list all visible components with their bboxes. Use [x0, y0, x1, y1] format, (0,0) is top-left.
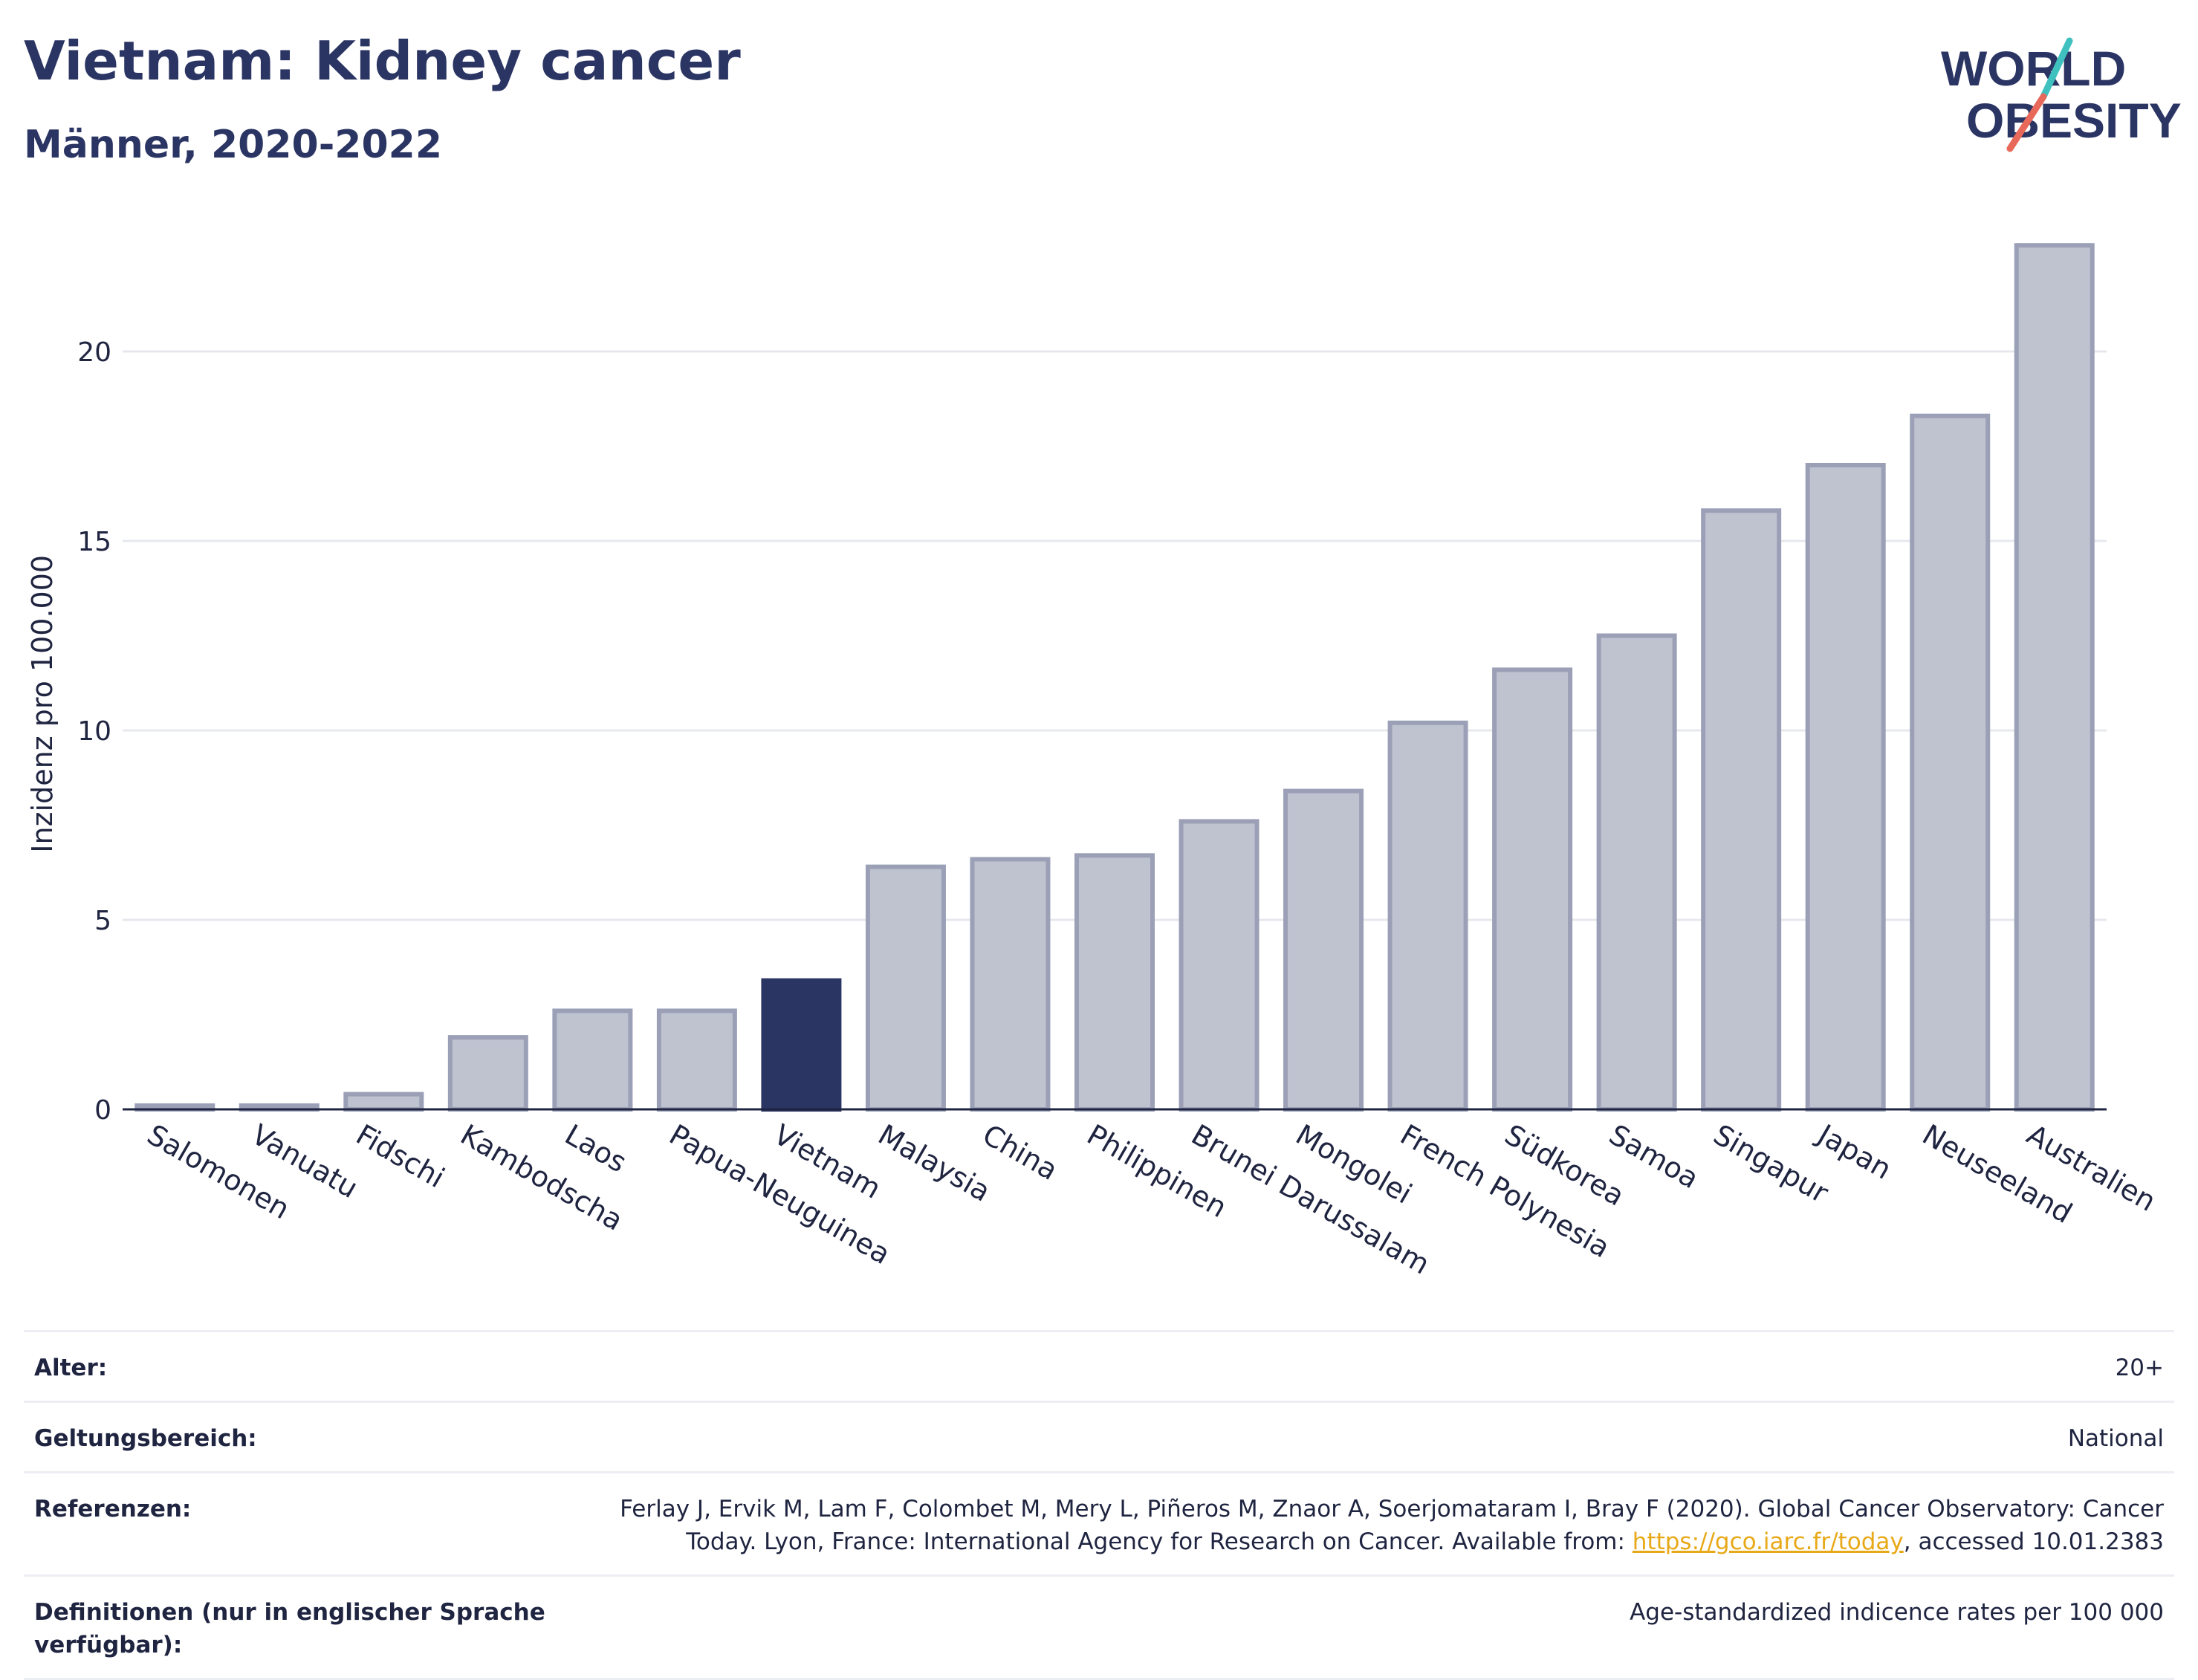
age-value: 20+	[2115, 1355, 2164, 1381]
bar-australien[interactable]	[2014, 243, 2095, 1112]
bar-japan[interactable]	[1805, 463, 1886, 1112]
bar-kambodscha[interactable]	[447, 1035, 528, 1112]
bars	[134, 243, 2095, 1112]
world-obesity-logo: WORLD OBESITY	[1941, 37, 2182, 152]
y-axis-label: Inzidenz pro 100.000	[26, 555, 59, 853]
logo-line-1: WORLD	[1941, 41, 2126, 96]
bar-samoa[interactable]	[1596, 633, 1677, 1112]
meta-row-definitions: Definitionen (nur in englischer Sprache …	[24, 1574, 2174, 1680]
logo-slash-red	[2006, 93, 2047, 152]
x-tick-label: Fidschi	[351, 1118, 450, 1195]
x-tick-label: Malaysia	[872, 1118, 996, 1208]
bar-philippinen[interactable]	[1074, 853, 1155, 1112]
y-tick-label: 10	[77, 716, 111, 747]
bar-vietnam[interactable]	[761, 978, 842, 1112]
y-tick-label: 5	[94, 906, 111, 936]
age-label: Alter:	[34, 1355, 108, 1381]
y-tick-label: 15	[77, 527, 111, 557]
definitions-label: Definitionen (nur in englischer Sprache …	[34, 1599, 545, 1658]
logo-line-2: OBESITY	[1966, 93, 2182, 148]
meta-row-references: Referenzen: Ferlay J, Ervik M, Lam F, Co…	[24, 1471, 2174, 1574]
x-tick-label: Singapur	[1708, 1118, 1835, 1210]
bar-french-polynesia[interactable]	[1387, 720, 1468, 1112]
references-value: Ferlay J, Ervik M, Lam F, Colombet M, Me…	[603, 1493, 2164, 1558]
references-text: Ferlay J, Ervik M, Lam F, Colombet M, Me…	[620, 1496, 2164, 1555]
bar-malaysia[interactable]	[865, 864, 946, 1112]
x-tick-label: Laos	[560, 1118, 632, 1179]
bar-laos[interactable]	[552, 1008, 633, 1112]
meta-row-scope: Geltungsbereich: National	[24, 1401, 2174, 1471]
logo-slash-teal	[2040, 37, 2073, 100]
bar-brunei-darussalam[interactable]	[1179, 819, 1260, 1112]
references-label: Referenzen:	[34, 1496, 192, 1522]
y-tick-label: 20	[77, 337, 111, 368]
scope-value: National	[2067, 1425, 2164, 1452]
bar-papua-neuguinea[interactable]	[656, 1008, 737, 1112]
meta-row-age: Alter: 20+	[24, 1330, 2174, 1401]
scope-label: Geltungsbereich:	[34, 1425, 257, 1452]
bar-china[interactable]	[970, 857, 1051, 1112]
chart-title: Vietnam: Kidney cancer	[24, 30, 741, 92]
references-accessed: , accessed 10.01.2383	[1903, 1528, 2164, 1555]
metadata-table: Alter: 20+ Geltungsbereich: National Ref…	[24, 1330, 2174, 1680]
bar-neuseeland[interactable]	[1910, 413, 1991, 1112]
definitions-value: Age-standardized indicence rates per 100…	[1630, 1599, 2164, 1626]
bar-mongolei[interactable]	[1283, 788, 1364, 1112]
y-tick-labels: 0 5 10 15 20	[77, 337, 111, 1126]
y-tick-label: 0	[94, 1095, 111, 1126]
references-link[interactable]: https://gco.iarc.fr/today	[1632, 1528, 1904, 1555]
bar-südkorea[interactable]	[1492, 667, 1573, 1112]
bar-fidschi[interactable]	[343, 1092, 424, 1112]
bar-singapur[interactable]	[1701, 508, 1782, 1112]
chart-subtitle: Männer, 2020-2022	[24, 123, 443, 167]
